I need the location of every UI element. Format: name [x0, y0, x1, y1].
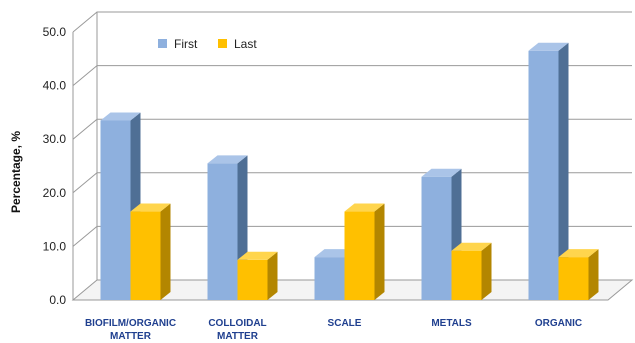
bar-front [451, 250, 482, 300]
y-tick-label: 30.0 [43, 132, 67, 146]
bar-top [207, 155, 248, 164]
bar-top [421, 168, 462, 177]
bar-side [558, 42, 569, 300]
bar-front [237, 259, 268, 300]
y-tick-label: 10.0 [43, 239, 67, 253]
bar-last [237, 251, 278, 300]
legend-item-first: First [158, 37, 198, 51]
y-axis-ticks: 0.0 10.0 20.0 30.0 40.0 50.0 [43, 25, 67, 307]
bar-side [588, 249, 599, 300]
y-axis-label: Percentage, % [9, 131, 23, 213]
bars [100, 42, 599, 301]
y-tick-label: 50.0 [43, 25, 67, 39]
bar-last [451, 242, 492, 300]
gridline [72, 65, 632, 86]
bar-side [374, 203, 385, 300]
category-label: SCALE [328, 318, 362, 329]
category-label: MATTER [110, 331, 152, 342]
bar-front [314, 257, 345, 300]
bar-last [130, 203, 171, 300]
y-tick-label: 20.0 [43, 186, 67, 200]
bar-top [558, 249, 599, 258]
category-label: COLLOIDAL [208, 318, 266, 329]
category-label: MATTER [217, 331, 259, 342]
bar-top [130, 203, 171, 212]
bar-side [267, 251, 278, 300]
bar-last [344, 203, 385, 300]
bar-top [451, 242, 492, 251]
y-tick-label: 40.0 [43, 79, 67, 93]
bar-last [558, 249, 599, 300]
gridline [72, 11, 632, 33]
bar-top [528, 42, 569, 51]
bar-front [130, 211, 161, 300]
bar-top [344, 203, 385, 212]
bar-front [421, 176, 452, 300]
bar-top [237, 251, 278, 260]
legend-label: First [174, 37, 198, 51]
y-tick-label: 0.0 [49, 293, 66, 307]
legend-swatch [158, 39, 167, 48]
bar-side [481, 242, 492, 300]
gridline [72, 118, 632, 140]
legend: First Last [158, 37, 257, 51]
bar-front [207, 163, 238, 300]
category-label: METALS [431, 318, 472, 329]
category-label: ORGANIC [535, 318, 582, 329]
category-label: BIOFILM/ORGANIC [85, 318, 176, 329]
legend-item-last: Last [218, 37, 257, 51]
bar-front [558, 257, 589, 300]
bar-front [528, 50, 559, 301]
bar-front [100, 120, 131, 300]
bar-front [344, 211, 375, 300]
bar-side [160, 203, 171, 300]
legend-label: Last [234, 37, 257, 51]
bar-first [528, 42, 569, 301]
legend-swatch [218, 39, 227, 48]
bar-top [100, 112, 141, 121]
category-labels: BIOFILM/ORGANIC MATTER COLLOIDAL MATTER SCAL… [85, 318, 582, 342]
